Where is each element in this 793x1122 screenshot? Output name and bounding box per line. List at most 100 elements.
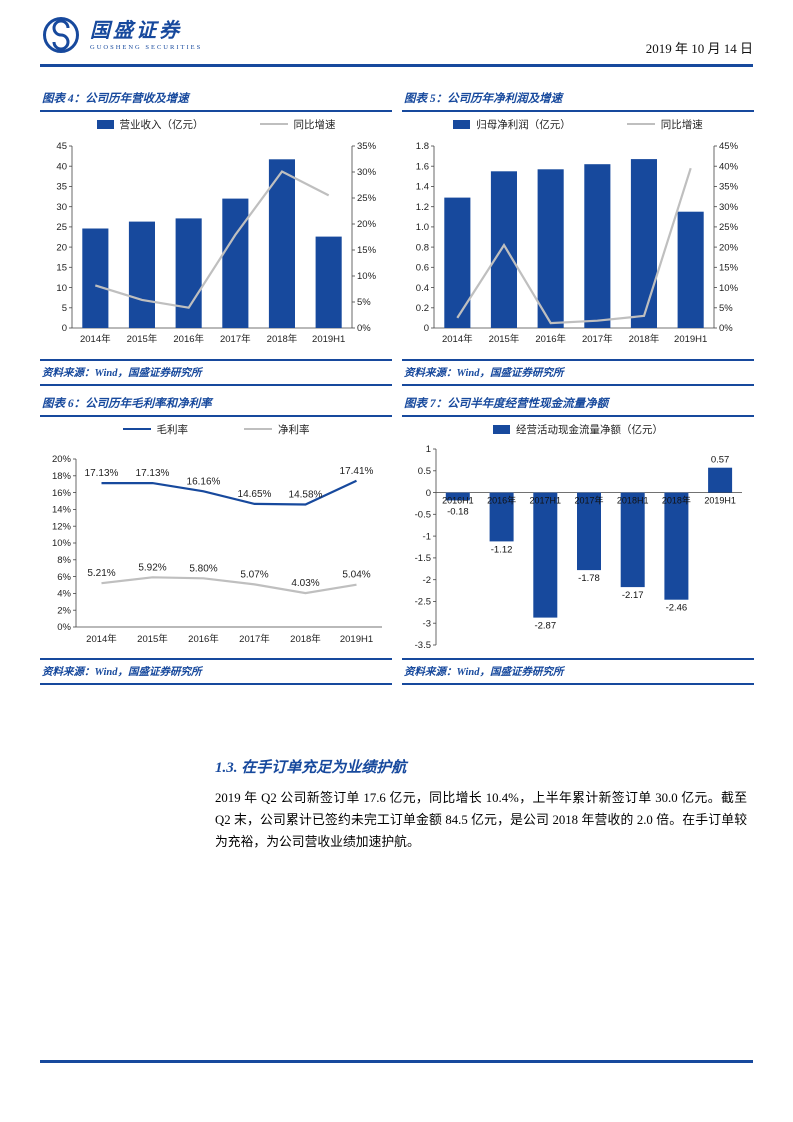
svg-text:2017年: 2017年 [220,333,251,345]
svg-text:0%: 0% [719,323,733,334]
svg-text:4%: 4% [57,589,71,600]
svg-text:2016年: 2016年 [188,633,219,645]
svg-text:35%: 35% [357,141,377,152]
svg-text:14%: 14% [52,505,72,516]
svg-text:2016年: 2016年 [173,333,204,345]
svg-text:35%: 35% [719,182,739,193]
header-divider [40,64,753,67]
svg-text:-2.5: -2.5 [415,597,431,608]
svg-text:12%: 12% [52,521,72,532]
svg-text:4.03%: 4.03% [291,578,319,589]
svg-text:1.8: 1.8 [416,141,429,152]
svg-text:2019H1: 2019H1 [340,634,373,645]
svg-text:2018年: 2018年 [662,495,691,506]
figure-7-title: 图表 7：公司半年度经营性现金流量净额 [404,398,609,410]
svg-text:1.2: 1.2 [416,202,429,213]
x-axis-labels: 2014年 2015年 2016年 2017年 2018年 2019H1 [442,333,707,345]
net-margin-line [101,576,357,595]
x-axis-labels: 2014年 2015年 2016年 2017年 2018年 2019H1 [86,633,373,645]
svg-text:45%: 45% [719,141,739,152]
svg-text:20%: 20% [52,454,72,465]
legend-label: 同比增速 [660,118,703,131]
svg-text:2019H1: 2019H1 [704,496,736,506]
legend-item: 归母净利润（亿元） [453,117,571,132]
svg-text:8%: 8% [57,555,71,566]
svg-text:2014年: 2014年 [86,633,117,645]
divider [402,683,754,685]
divider [40,683,392,685]
svg-text:25%: 25% [719,222,739,233]
svg-text:40: 40 [56,161,67,172]
figure-5-title: 图表 5：公司历年净利润及增速 [404,93,563,105]
gross-margin-line [101,479,357,506]
divider [40,110,392,112]
blue-line-swatch-icon [122,427,151,431]
svg-text:-1: -1 [423,531,431,542]
svg-text:30%: 30% [719,202,739,213]
svg-text:15: 15 [56,263,67,274]
svg-text:20%: 20% [357,219,377,230]
value-labels: -0.18 -1.12 -2.87 -1.78 -2.17 -2.46 0.57 [447,455,729,632]
svg-text:15%: 15% [357,245,377,256]
revenue-growth-chart: 0 5 10 15 20 25 30 35 40 45 0% 5% 10% 15% 20% 25% 30% 35%… [40,136,392,359]
svg-text:0.6: 0.6 [416,263,429,274]
brand-name: 国盛证券 [90,19,182,42]
brand-text: 国盛证券 GUOSHENG SECURITIES [90,20,202,51]
svg-text:5: 5 [62,303,67,314]
footer-divider [40,1060,753,1063]
svg-text:-1.12: -1.12 [491,544,513,555]
svg-text:10%: 10% [52,538,72,549]
svg-text:2018年: 2018年 [629,333,660,345]
section-paragraph: 2019 年 Q2 公司新签订单 17.6 亿元，同比增长 10.4%，上半年累… [215,791,747,849]
svg-text:14.58%: 14.58% [289,490,323,501]
svg-text:-0.5: -0.5 [415,510,431,521]
svg-text:30%: 30% [357,167,377,178]
line-swatch-icon [626,122,655,126]
svg-text:1.4: 1.4 [416,182,429,193]
svg-text:15%: 15% [719,263,739,274]
svg-text:20%: 20% [719,242,739,253]
figure-4-title: 图表 4：公司历年营收及增速 [42,93,189,105]
svg-text:16.16%: 16.16% [187,476,221,487]
svg-text:6%: 6% [57,572,71,583]
svg-text:0.4: 0.4 [416,283,429,294]
svg-text:2017年: 2017年 [239,633,270,645]
svg-text:45: 45 [56,141,67,152]
bar-swatch-icon [96,119,114,129]
y-axis: 0% 2% 4% 6% 8% 10% 12% 14% 16% 18% 20% [52,454,76,633]
svg-text:0: 0 [424,323,429,334]
svg-text:40%: 40% [719,161,739,172]
svg-text:0%: 0% [57,622,71,633]
svg-text:2017年: 2017年 [582,333,613,345]
right-axis: 0% 5% 10% 15% 20% 25% 30% 35% 40% 45% [714,141,739,334]
svg-text:5.21%: 5.21% [87,568,115,579]
svg-text:2018H1: 2018H1 [617,496,649,506]
svg-text:2017H1: 2017H1 [530,496,562,506]
cashflow-bar-chart: -3.5 -3 -2.5 -2 -1.5 -1 -0.5 0 0.5 1 2016H1 2016年 20… [402,441,754,658]
gray-line-swatch-icon [244,427,272,431]
figure-7-block: 图表 7：公司半年度经营性现金流量净额 经营活动现金流量净额（亿元） -3.5 -… [402,393,754,685]
svg-text:17.41%: 17.41% [340,466,374,477]
svg-text:-3: -3 [423,618,431,629]
legend-item: 同比增速 [626,117,703,132]
divider [40,384,392,386]
svg-text:-0.18: -0.18 [447,507,469,518]
brand-name-en: GUOSHENG SECURITIES [90,43,203,51]
guosheng-logo-icon [43,17,79,53]
svg-text:1.0: 1.0 [416,222,429,233]
legend-item: 营业收入（亿元） [96,117,204,132]
svg-text:2016H1: 2016H1 [442,496,474,506]
svg-text:25: 25 [56,222,67,233]
svg-text:25%: 25% [357,193,377,204]
svg-text:20: 20 [56,242,67,253]
svg-text:10%: 10% [719,283,739,294]
svg-text:10: 10 [56,283,67,294]
svg-text:0: 0 [426,488,431,499]
svg-text:-2.17: -2.17 [622,590,644,601]
report-date: 2019 年 10 月 14 日 [645,41,753,56]
figure-7-legend: 经营活动现金流量净额（亿元） [402,417,754,441]
legend-item: 同比增速 [259,117,336,132]
svg-text:0.2: 0.2 [416,303,429,314]
svg-text:-3.5: -3.5 [415,640,431,651]
right-axis: 0% 5% 10% 15% 20% 25% 30% 35% [352,141,377,334]
